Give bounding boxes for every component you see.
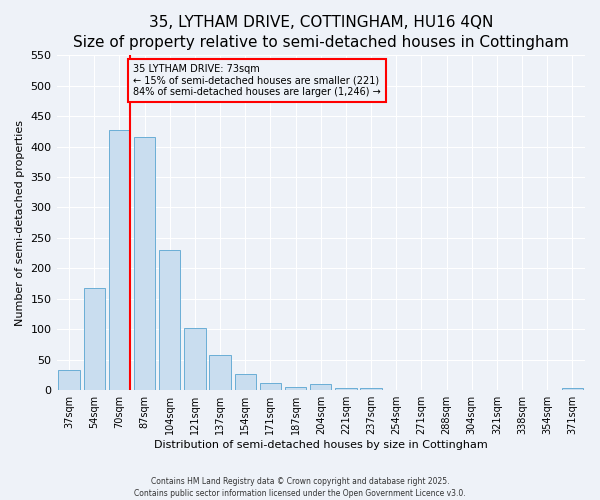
Bar: [109, 130, 130, 390]
Bar: [562, 388, 583, 390]
Bar: [285, 387, 307, 390]
Bar: [235, 374, 256, 390]
Bar: [209, 355, 231, 390]
X-axis label: Distribution of semi-detached houses by size in Cottingham: Distribution of semi-detached houses by …: [154, 440, 488, 450]
Title: 35, LYTHAM DRIVE, COTTINGHAM, HU16 4QN
Size of property relative to semi-detache: 35, LYTHAM DRIVE, COTTINGHAM, HU16 4QN S…: [73, 15, 569, 50]
Bar: [159, 250, 181, 390]
Y-axis label: Number of semi-detached properties: Number of semi-detached properties: [15, 120, 25, 326]
Bar: [361, 388, 382, 390]
Bar: [58, 370, 80, 390]
Bar: [310, 384, 331, 390]
Bar: [184, 328, 206, 390]
Bar: [260, 383, 281, 390]
Text: Contains HM Land Registry data © Crown copyright and database right 2025.
Contai: Contains HM Land Registry data © Crown c…: [134, 476, 466, 498]
Text: 35 LYTHAM DRIVE: 73sqm
← 15% of semi-detached houses are smaller (221)
84% of se: 35 LYTHAM DRIVE: 73sqm ← 15% of semi-det…: [133, 64, 381, 98]
Bar: [335, 388, 356, 390]
Bar: [134, 138, 155, 390]
Bar: [83, 288, 105, 390]
